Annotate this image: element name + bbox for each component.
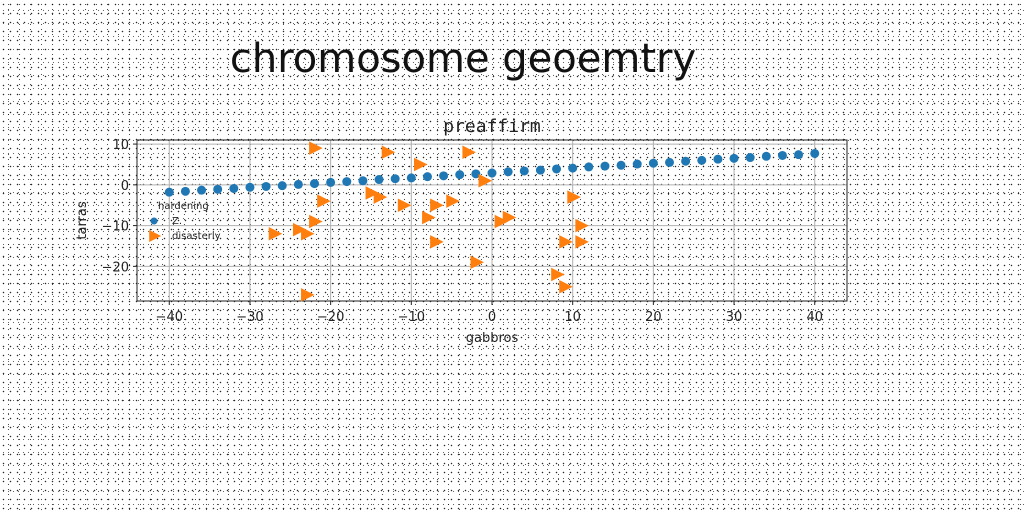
point-z (487, 168, 497, 178)
point-z (342, 177, 352, 187)
point-z (632, 159, 642, 169)
point-z (665, 157, 674, 167)
point-disasterly (301, 288, 315, 302)
x-axis-label: gabbros (466, 331, 519, 346)
point-z (745, 153, 755, 163)
point-z (568, 163, 578, 173)
point-disasterly (575, 235, 589, 249)
point-z (455, 170, 465, 180)
point-z (277, 181, 287, 191)
x-tick-label: 30 (726, 310, 743, 325)
point-z (197, 185, 207, 195)
legend-label-z: Z. (172, 216, 182, 227)
point-z (374, 175, 384, 185)
x-tick-label: 10 (564, 310, 581, 325)
point-disasterly (551, 267, 565, 282)
point-disasterly (309, 141, 323, 155)
y-tick-label: −10 (102, 220, 129, 235)
point-z (180, 186, 190, 196)
point-z (616, 160, 626, 170)
point-z (406, 173, 416, 183)
point-disasterly (268, 226, 283, 241)
point-z (810, 148, 820, 158)
point-z (584, 162, 594, 172)
y-axis: 10 0 −10 −20 (102, 138, 137, 275)
point-z (681, 156, 691, 166)
point-disasterly (430, 235, 444, 249)
point-z (471, 169, 481, 179)
point-z (164, 187, 174, 197)
y-tick-label: −20 (102, 260, 129, 275)
point-z (213, 184, 223, 194)
point-disasterly (365, 186, 380, 200)
x-tick-label: −20 (317, 310, 344, 325)
point-disasterly (422, 210, 436, 225)
point-z (245, 182, 255, 192)
point-disasterly (397, 198, 412, 212)
legend-label-disasterly: disasterly (172, 231, 221, 242)
point-disasterly (559, 235, 573, 249)
point-z (229, 184, 239, 194)
point-z (358, 176, 368, 186)
point-disasterly (462, 145, 476, 159)
legend-title: hardening (158, 201, 209, 212)
point-z (697, 155, 707, 165)
point-disasterly (494, 214, 509, 229)
point-z (326, 177, 336, 187)
page-title: chromosome geoemtry (229, 36, 697, 82)
x-axis: −40 −30 −20 −10 0 10 20 30 40 (156, 301, 823, 325)
point-disasterly (301, 226, 315, 241)
point-z (261, 181, 271, 191)
point-disasterly (470, 255, 484, 270)
point-z (761, 151, 771, 161)
point-z (713, 154, 723, 164)
point-disasterly (478, 174, 493, 188)
x-tick-label: 40 (806, 310, 823, 325)
x-tick-label: 0 (488, 310, 496, 325)
point-disasterly (317, 194, 331, 208)
point-z (648, 158, 658, 168)
point-z (310, 179, 319, 189)
point-z (535, 165, 545, 175)
chart-title: preaffirm (443, 116, 541, 137)
point-z (503, 167, 513, 177)
x-tick-label: −40 (156, 310, 183, 325)
x-tick-label: 20 (645, 310, 662, 325)
point-disasterly (446, 194, 460, 208)
point-z (390, 174, 400, 184)
x-tick-label: −30 (236, 310, 263, 325)
point-z (777, 150, 787, 160)
grid (137, 140, 847, 301)
point-disasterly (381, 145, 396, 159)
point-z (729, 153, 739, 163)
point-z (422, 172, 432, 182)
point-z (439, 171, 449, 181)
point-disasterly (567, 190, 581, 204)
data-points (164, 141, 820, 302)
point-disasterly (502, 210, 517, 225)
point-z (794, 150, 804, 160)
point-z (552, 164, 562, 174)
legend-marker-z (150, 217, 158, 225)
point-disasterly (559, 279, 573, 294)
x-tick-label: −10 (398, 310, 425, 325)
legend: hardening Z. disasterly (149, 201, 221, 242)
point-z (519, 166, 529, 176)
point-disasterly (373, 190, 388, 204)
point-disasterly (309, 214, 323, 229)
point-disasterly (575, 218, 589, 233)
point-disasterly (292, 222, 307, 237)
point-z (600, 161, 610, 171)
point-z (293, 179, 303, 189)
y-tick-label: 10 (112, 138, 129, 153)
y-axis-label: tarras (75, 201, 90, 239)
legend-marker-disasterly (149, 230, 162, 242)
y-tick-label: 0 (121, 179, 129, 194)
point-disasterly (430, 198, 444, 212)
point-disasterly (413, 157, 428, 172)
